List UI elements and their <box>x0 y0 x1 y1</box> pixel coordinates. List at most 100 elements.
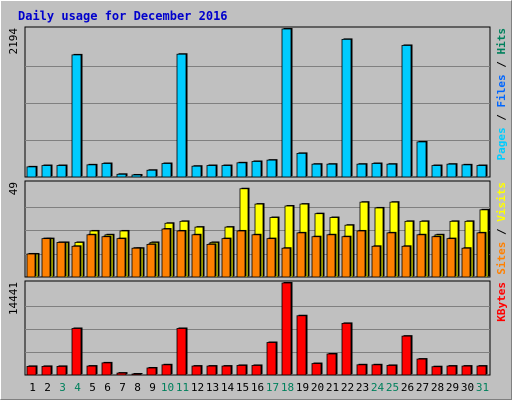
x-tick-label: 19 <box>296 381 309 394</box>
panel-legend: KBytes <box>495 282 508 322</box>
bar-sites-day-18 <box>281 247 291 278</box>
x-tick-label: 4 <box>74 381 81 394</box>
x-tick-label: 31 <box>476 381 489 394</box>
x-tick-label: 29 <box>446 381 459 394</box>
bar-sites-day-28 <box>431 236 441 278</box>
bar-kbytes-day-13 <box>206 365 217 376</box>
bar-kbytes-day-26 <box>401 335 412 376</box>
y-max-label: 2194 <box>7 28 20 55</box>
panel-requests: 2194 Pages / Files / Hits <box>7 26 508 178</box>
bar-kbytes-day-11 <box>176 328 187 376</box>
bar-kbytes-day-3 <box>56 365 67 376</box>
series-pages <box>26 28 488 178</box>
x-tick-label: 18 <box>281 381 294 394</box>
x-tick-label: 7 <box>119 381 126 394</box>
bar-pages-day-21 <box>326 163 337 178</box>
bar-sites-day-27 <box>416 234 426 278</box>
bar-kbytes-day-30 <box>461 365 472 376</box>
x-tick-label: 5 <box>89 381 96 394</box>
bar-pages-day-15 <box>236 162 247 178</box>
bar-pages-day-11 <box>176 53 187 178</box>
panel-traffic: 14441 KBytes <box>7 280 508 376</box>
bar-sites-day-12 <box>191 234 201 278</box>
bar-kbytes-day-25 <box>386 365 397 376</box>
bar-pages-day-20 <box>311 163 322 178</box>
bar-kbytes-day-7 <box>116 372 127 376</box>
legend-entry: Pages <box>495 127 508 160</box>
bar-pages-day-23 <box>356 163 367 178</box>
bar-pages-day-2 <box>41 165 52 178</box>
bar-kbytes-day-10 <box>161 364 172 376</box>
bar-sites-day-16 <box>251 234 261 278</box>
bar-kbytes-day-1 <box>26 365 37 376</box>
bar-pages-day-31 <box>476 165 487 178</box>
bar-sites-day-20 <box>311 236 321 278</box>
x-tick-label: 23 <box>356 381 369 394</box>
bar-kbytes-day-15 <box>236 365 247 376</box>
bar-pages-day-26 <box>401 45 412 178</box>
bar-sites-day-9 <box>146 243 156 278</box>
bar-pages-day-1 <box>26 166 37 178</box>
bar-kbytes-day-29 <box>446 365 457 376</box>
x-tick-label: 15 <box>236 381 249 394</box>
bar-pages-day-22 <box>341 38 352 178</box>
bar-kbytes-day-27 <box>416 358 427 376</box>
legend-entry: Visits <box>495 182 508 222</box>
bar-shadow <box>133 373 143 374</box>
x-tick-label: 28 <box>431 381 444 394</box>
bar-sites-day-7 <box>116 238 126 278</box>
bar-sites-day-29 <box>446 238 456 278</box>
bar-pages-day-7 <box>116 173 127 178</box>
bar-kbytes-day-18 <box>281 282 292 376</box>
x-axis-day-labels: 1 2 3 4 5 6 7 8 9 10 11 12 13 14 15 16 17 18 19 20 21 22 23 24 2… <box>29 381 489 394</box>
bar-sites-day-2 <box>41 238 51 278</box>
panel-legend: Sites / Visits <box>495 182 508 275</box>
bar-sites-day-11 <box>176 230 186 278</box>
bar-pages-day-5 <box>86 164 97 178</box>
bar-pages-day-24 <box>371 163 382 178</box>
x-tick-label: 14 <box>221 381 235 394</box>
panel-visitors: 49 Sites / Visits <box>7 180 508 278</box>
bar-sites-day-10 <box>161 228 171 278</box>
legend-entry: Files <box>495 74 508 107</box>
x-tick-label: 25 <box>386 381 399 394</box>
bar-pages-day-9 <box>146 169 157 178</box>
bar-pages-day-12 <box>191 165 202 178</box>
bar-sites-day-8 <box>131 247 141 278</box>
bar-pages-day-10 <box>161 163 172 178</box>
x-tick-label: 17 <box>266 381 279 394</box>
x-tick-label: 10 <box>161 381 174 394</box>
bar-pages-day-14 <box>221 165 232 178</box>
bar-pages-day-28 <box>431 165 442 178</box>
x-tick-label: 8 <box>134 381 141 394</box>
legend-entry: / <box>495 222 508 242</box>
bar-kbytes-day-16 <box>251 365 262 376</box>
x-tick-label: 27 <box>416 381 429 394</box>
bar-kbytes-day-6 <box>101 362 112 376</box>
bar-pages-day-16 <box>251 161 262 178</box>
bar-kbytes-day-8 <box>131 373 142 376</box>
bar-kbytes-day-31 <box>476 365 487 376</box>
bar-sites-day-1 <box>26 253 36 278</box>
legend-entry: / <box>495 108 508 128</box>
bar-pages-day-25 <box>386 163 397 178</box>
bar-kbytes-day-17 <box>266 342 277 376</box>
bar-pages-day-8 <box>131 174 142 178</box>
bar-sites-day-6 <box>101 236 111 278</box>
series-kbytes <box>26 282 488 376</box>
bar-sites-day-23 <box>356 230 366 278</box>
bar-kbytes-day-9 <box>146 367 157 376</box>
bar-sites-day-31 <box>476 232 486 278</box>
x-tick-label: 13 <box>206 381 219 394</box>
x-tick-label: 16 <box>251 381 264 394</box>
bar-sites-day-5 <box>86 234 96 278</box>
y-max-label: 14441 <box>7 282 20 315</box>
x-tick-label: 24 <box>371 381 385 394</box>
bar-sites-day-30 <box>461 247 471 278</box>
bar-pages-day-17 <box>266 159 277 178</box>
series-sites <box>26 228 487 278</box>
legend-entry: Hits <box>495 28 508 55</box>
x-tick-label: 12 <box>191 381 204 394</box>
